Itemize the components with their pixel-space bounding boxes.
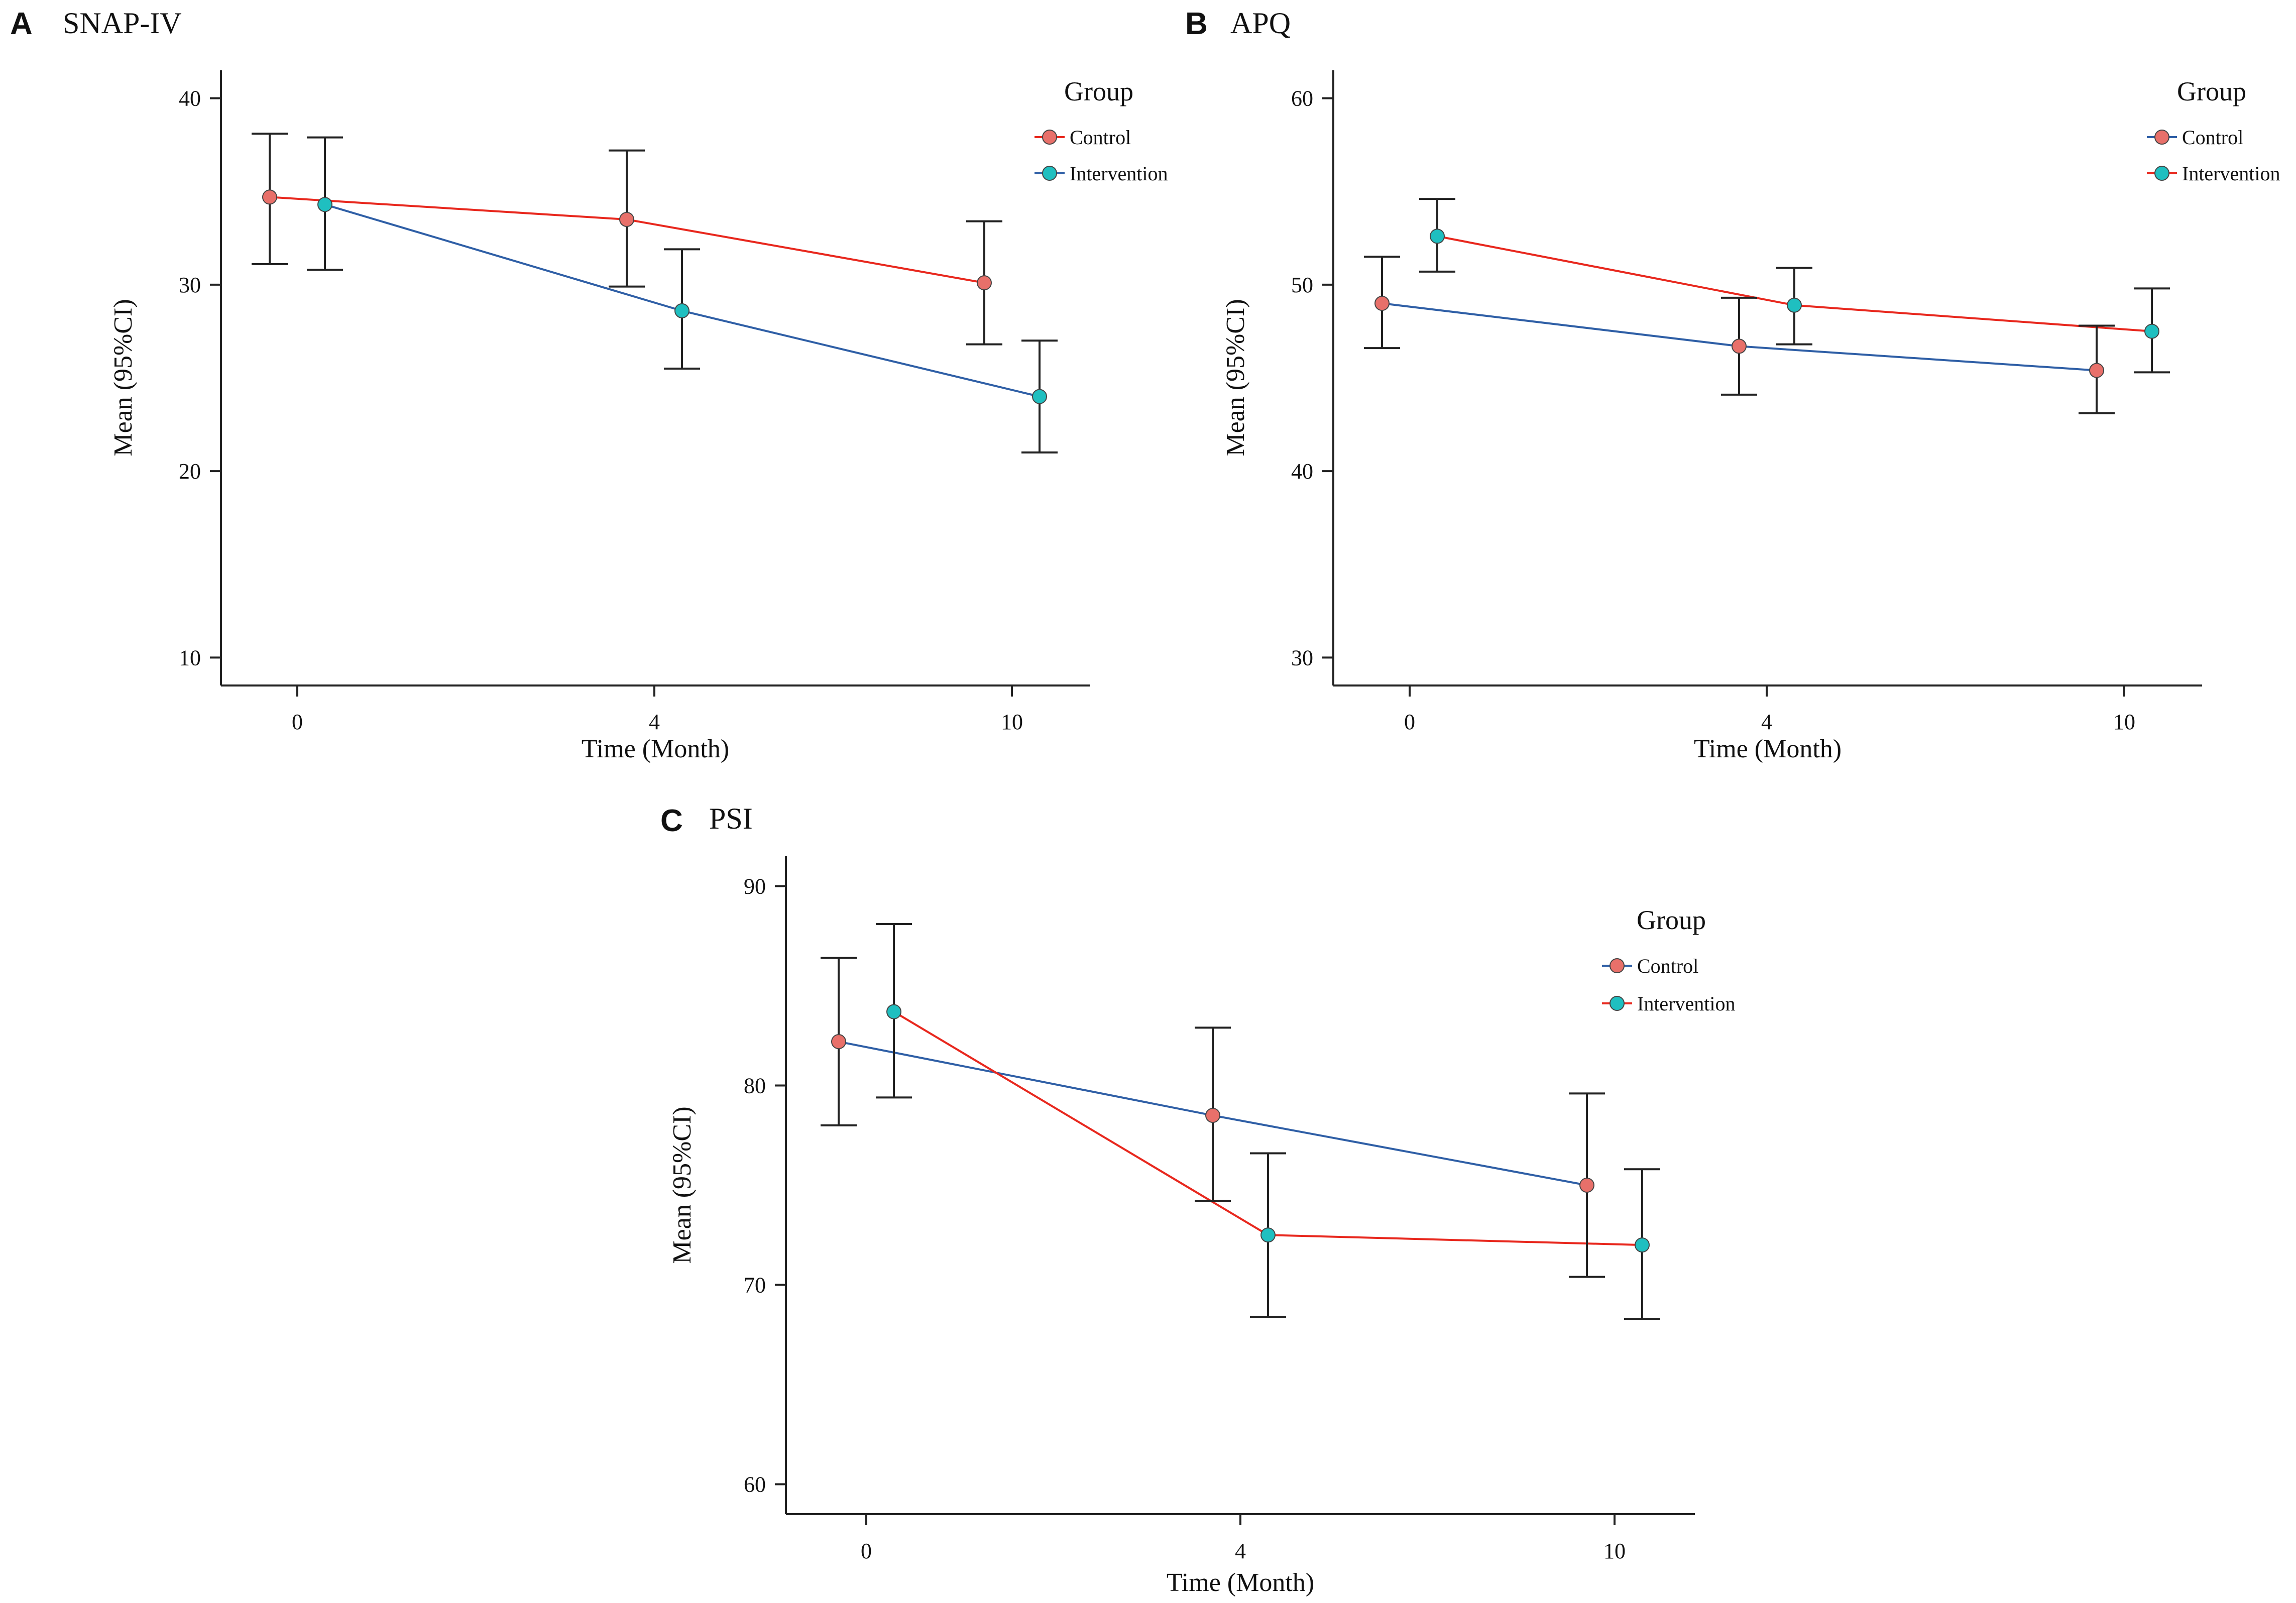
x-ticks: 0 4 10 (1404, 685, 2135, 734)
y-ticks: 60 70 80 90 (744, 874, 786, 1497)
data-marks (252, 133, 1058, 453)
legend: Group Control Intervention (1035, 76, 1168, 185)
x-tick-label: 10 (2113, 710, 2135, 734)
data-point-intervention (1260, 1227, 1276, 1243)
data-point-control (262, 189, 277, 205)
legend-control-label: Control (1070, 126, 1131, 149)
legend-control-marker (2154, 130, 2169, 145)
y-axis-label: Mean (95%CI) (668, 1106, 697, 1264)
data-point-control (1374, 296, 1390, 311)
data-point-intervention (886, 1004, 901, 1019)
x-tick-label: 0 (292, 710, 303, 734)
legend-intervention-marker (1610, 996, 1625, 1011)
panel-a: A SNAP-IV Time (Month) Mean (95%CI) 10 20… (10, 7, 1168, 763)
x-tick-label: 4 (1761, 710, 1772, 734)
legend: Group Control Intervention (2147, 76, 2280, 185)
x-ticks: 0 4 10 (292, 685, 1023, 734)
legend-title: Group (1064, 76, 1133, 106)
panel-b: B APQ Time (Month) Mean (95%CI) 30405060… (1185, 7, 2280, 763)
y-tick-label: 10 (179, 645, 201, 670)
x-tick-label: 10 (1603, 1539, 1626, 1563)
legend-control-label: Control (1637, 955, 1698, 977)
y-tick-label: 80 (744, 1074, 766, 1098)
legend-intervention-label: Intervention (1070, 162, 1168, 185)
y-tick-label: 90 (744, 874, 766, 899)
data-point-control (1732, 338, 1747, 354)
data-point-intervention (2144, 323, 2159, 339)
panel-letter-c: C (660, 804, 683, 838)
legend-intervention-marker (2154, 166, 2169, 181)
data-point-control (831, 1034, 846, 1050)
y-tick-label: 40 (179, 86, 201, 111)
data-point-intervention (1787, 297, 1802, 313)
x-axis-label: Time (Month) (582, 735, 729, 763)
y-tick-label: 60 (1291, 86, 1313, 111)
panel-c: C PSI Time (Month) Mean (95%CI) 60 70 80 90… (660, 802, 1736, 1597)
x-tick-label: 0 (861, 1539, 872, 1563)
legend-intervention-label: Intervention (1637, 992, 1736, 1015)
data-point-control (1205, 1108, 1220, 1123)
legend-control-label: Control (2182, 126, 2243, 149)
y-tick-label: 70 (744, 1273, 766, 1297)
data-point-intervention (1635, 1237, 1650, 1253)
chart-title-psi: PSI (709, 802, 753, 835)
x-tick-label: 10 (1001, 710, 1023, 734)
y-tick-label: 60 (744, 1472, 766, 1497)
data-marks (821, 923, 1660, 1320)
legend-intervention-marker (1042, 166, 1057, 181)
y-tick-label: 30 (1291, 645, 1313, 670)
legend-control-marker (1042, 130, 1057, 145)
y-tick-label: 40 (1291, 459, 1313, 484)
data-marks (1364, 198, 2170, 415)
panel-letter-a: A (10, 7, 33, 41)
data-point-intervention (674, 303, 690, 318)
chart-title-snap-iv: SNAP-IV (63, 7, 182, 40)
data-point-control (1579, 1178, 1594, 1193)
panel-letter-b: B (1185, 7, 1208, 41)
x-axis-label: Time (Month) (1167, 1568, 1314, 1597)
y-tick-label: 50 (1291, 273, 1313, 297)
x-tick-label: 4 (649, 710, 660, 734)
y-tick-label: 20 (179, 459, 201, 484)
y-ticks: 30 40 50 60 (1291, 86, 1333, 670)
data-point-control (977, 275, 992, 291)
x-tick-label: 4 (1235, 1539, 1246, 1563)
legend-title: Group (2177, 76, 2246, 106)
chart-title-apq: APQ (1230, 7, 1291, 40)
y-tick-label: 30 (179, 273, 201, 297)
data-point-intervention (1430, 228, 1445, 244)
data-point-intervention (317, 197, 332, 212)
data-point-control (619, 211, 634, 227)
y-ticks: 10 20 30 40 (179, 86, 221, 670)
y-axis-label: Mean (95%CI) (1221, 299, 1250, 456)
legend: Group Control Intervention (1602, 905, 1736, 1015)
x-ticks: 0 4 10 (861, 1514, 1626, 1563)
legend-intervention-label: Intervention (2182, 162, 2280, 185)
legend-title: Group (1637, 905, 1706, 935)
x-axis-label: Time (Month) (1694, 735, 1842, 763)
legend-control-marker (1610, 958, 1625, 973)
data-point-control (2089, 363, 2104, 378)
y-axis-label: Mean (95%CI) (109, 299, 138, 456)
x-tick-label: 0 (1404, 710, 1415, 734)
data-point-intervention (1032, 389, 1047, 404)
